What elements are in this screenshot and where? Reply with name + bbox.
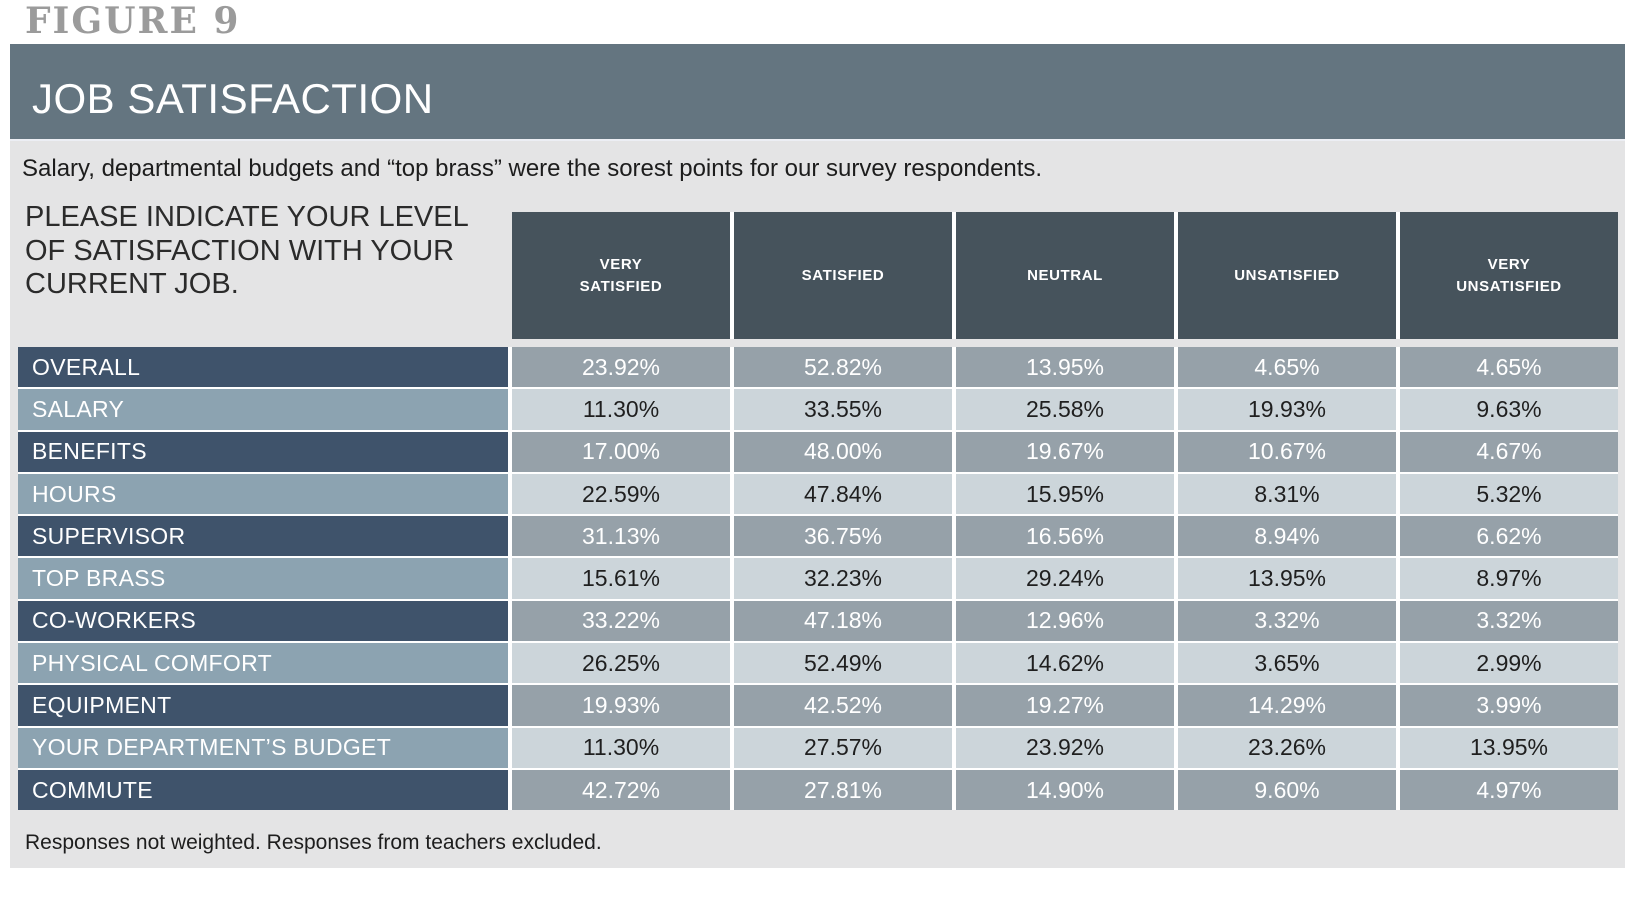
column-header-label: SATISFIED bbox=[801, 266, 885, 284]
title-bar: JOB SATISFACTION bbox=[10, 44, 1625, 139]
value-cell: 4.65% bbox=[1400, 347, 1618, 388]
row-label: OVERALL bbox=[18, 347, 508, 388]
row-label: HOURS bbox=[18, 473, 508, 515]
value-cell: 9.60% bbox=[1178, 769, 1396, 811]
value-cell: 3.32% bbox=[1400, 600, 1618, 642]
value-cell: 23.26% bbox=[1178, 727, 1396, 768]
value-cell: 11.30% bbox=[512, 727, 730, 768]
satisfaction-table-body: OVERALL 23.92% 52.82% 13.95% 4.65% 4.65% SALAR… bbox=[18, 347, 1618, 811]
value-cell: 4.65% bbox=[1178, 347, 1396, 388]
survey-question-line: OF SATISFACTION WITH YOUR bbox=[25, 234, 455, 267]
row-label: EQUIPMENT bbox=[18, 685, 508, 726]
table-column-headers: VERY SATISFIED SATISFIED NEUTRAL UNSATISFIE… bbox=[512, 212, 1618, 339]
value-cell: 47.84% bbox=[734, 473, 952, 515]
value-cell: 8.31% bbox=[1178, 473, 1396, 515]
value-cell: 15.61% bbox=[512, 558, 730, 599]
column-header: SATISFIED bbox=[734, 212, 952, 339]
figure-subtitle: Salary, departmental budgets and “top br… bbox=[22, 155, 1043, 182]
value-cell: 52.49% bbox=[734, 643, 952, 684]
survey-question-line: PLEASE INDICATE YOUR LEVEL bbox=[25, 201, 469, 233]
value-cell: 52.82% bbox=[734, 347, 952, 388]
value-cell: 33.55% bbox=[734, 389, 952, 430]
figure-panel: Salary, departmental budgets and “top br… bbox=[10, 139, 1625, 868]
value-cell: 8.94% bbox=[1178, 516, 1396, 557]
value-cell: 27.81% bbox=[734, 769, 952, 811]
value-cell: 15.95% bbox=[956, 473, 1174, 515]
value-cell: 42.72% bbox=[512, 769, 730, 811]
column-header-label: UNSATISFIED bbox=[1234, 266, 1340, 284]
column-header: NEUTRAL bbox=[956, 212, 1174, 339]
column-header: UNSATISFIED bbox=[1178, 212, 1396, 339]
column-header-label: VERY UNSATISFIED bbox=[1456, 255, 1562, 295]
value-cell: 19.67% bbox=[956, 431, 1174, 472]
value-cell: 23.92% bbox=[512, 347, 730, 388]
value-cell: 31.13% bbox=[512, 516, 730, 557]
value-cell: 2.99% bbox=[1400, 643, 1618, 684]
value-cell: 5.32% bbox=[1400, 473, 1618, 515]
value-cell: 47.18% bbox=[734, 600, 952, 642]
value-cell: 26.25% bbox=[512, 643, 730, 684]
value-cell: 4.97% bbox=[1400, 769, 1618, 811]
survey-question: PLEASE INDICATE YOUR LEVEL OF SATISFACTI… bbox=[25, 201, 495, 302]
value-cell: 25.58% bbox=[956, 389, 1174, 430]
value-cell: 3.32% bbox=[1178, 600, 1396, 642]
value-cell: 19.27% bbox=[956, 685, 1174, 726]
column-header-label: VERY SATISFIED bbox=[579, 255, 663, 295]
value-cell: 36.75% bbox=[734, 516, 952, 557]
value-cell: 19.93% bbox=[512, 685, 730, 726]
row-label: SALARY bbox=[18, 389, 508, 430]
column-header: VERY SATISFIED bbox=[512, 212, 730, 339]
value-cell: 4.67% bbox=[1400, 431, 1618, 472]
value-cell: 14.62% bbox=[956, 643, 1174, 684]
value-cell: 3.99% bbox=[1400, 685, 1618, 726]
value-cell: 42.52% bbox=[734, 685, 952, 726]
value-cell: 16.56% bbox=[956, 516, 1174, 557]
footnote: Responses not weighted. Responses from t… bbox=[25, 831, 602, 854]
value-cell: 13.95% bbox=[1178, 558, 1396, 599]
value-cell: 23.92% bbox=[956, 727, 1174, 768]
value-cell: 6.62% bbox=[1400, 516, 1618, 557]
row-label: CO-WORKERS bbox=[18, 600, 508, 642]
figure-title: JOB SATISFACTION bbox=[32, 74, 434, 122]
value-cell: 9.63% bbox=[1400, 389, 1618, 430]
value-cell: 14.29% bbox=[1178, 685, 1396, 726]
value-cell: 10.67% bbox=[1178, 431, 1396, 472]
value-cell: 13.95% bbox=[1400, 727, 1618, 768]
value-cell: 14.90% bbox=[956, 769, 1174, 811]
row-label: PHYSICAL COMFORT bbox=[18, 643, 508, 684]
value-cell: 29.24% bbox=[956, 558, 1174, 599]
row-label: COMMUTE bbox=[18, 769, 508, 811]
column-header-label: NEUTRAL bbox=[1027, 266, 1103, 284]
value-cell: 22.59% bbox=[512, 473, 730, 515]
row-label: SUPERVISOR bbox=[18, 516, 508, 557]
column-header: VERY UNSATISFIED bbox=[1400, 212, 1618, 339]
value-cell: 3.65% bbox=[1178, 643, 1396, 684]
value-cell: 8.97% bbox=[1400, 558, 1618, 599]
value-cell: 33.22% bbox=[512, 600, 730, 642]
row-label: BENEFITS bbox=[18, 431, 508, 472]
value-cell: 11.30% bbox=[512, 389, 730, 430]
value-cell: 17.00% bbox=[512, 431, 730, 472]
row-label: TOP BRASS bbox=[18, 558, 508, 599]
value-cell: 19.93% bbox=[1178, 389, 1396, 430]
row-label: YOUR DEPARTMENT’S BUDGET bbox=[18, 727, 508, 768]
value-cell: 13.95% bbox=[956, 347, 1174, 388]
survey-question-line: CURRENT JOB. bbox=[25, 268, 239, 301]
value-cell: 48.00% bbox=[734, 431, 952, 472]
value-cell: 12.96% bbox=[956, 600, 1174, 642]
value-cell: 32.23% bbox=[734, 558, 952, 599]
figure-label: FIGURE 9 bbox=[25, 0, 241, 42]
value-cell: 27.57% bbox=[734, 727, 952, 768]
